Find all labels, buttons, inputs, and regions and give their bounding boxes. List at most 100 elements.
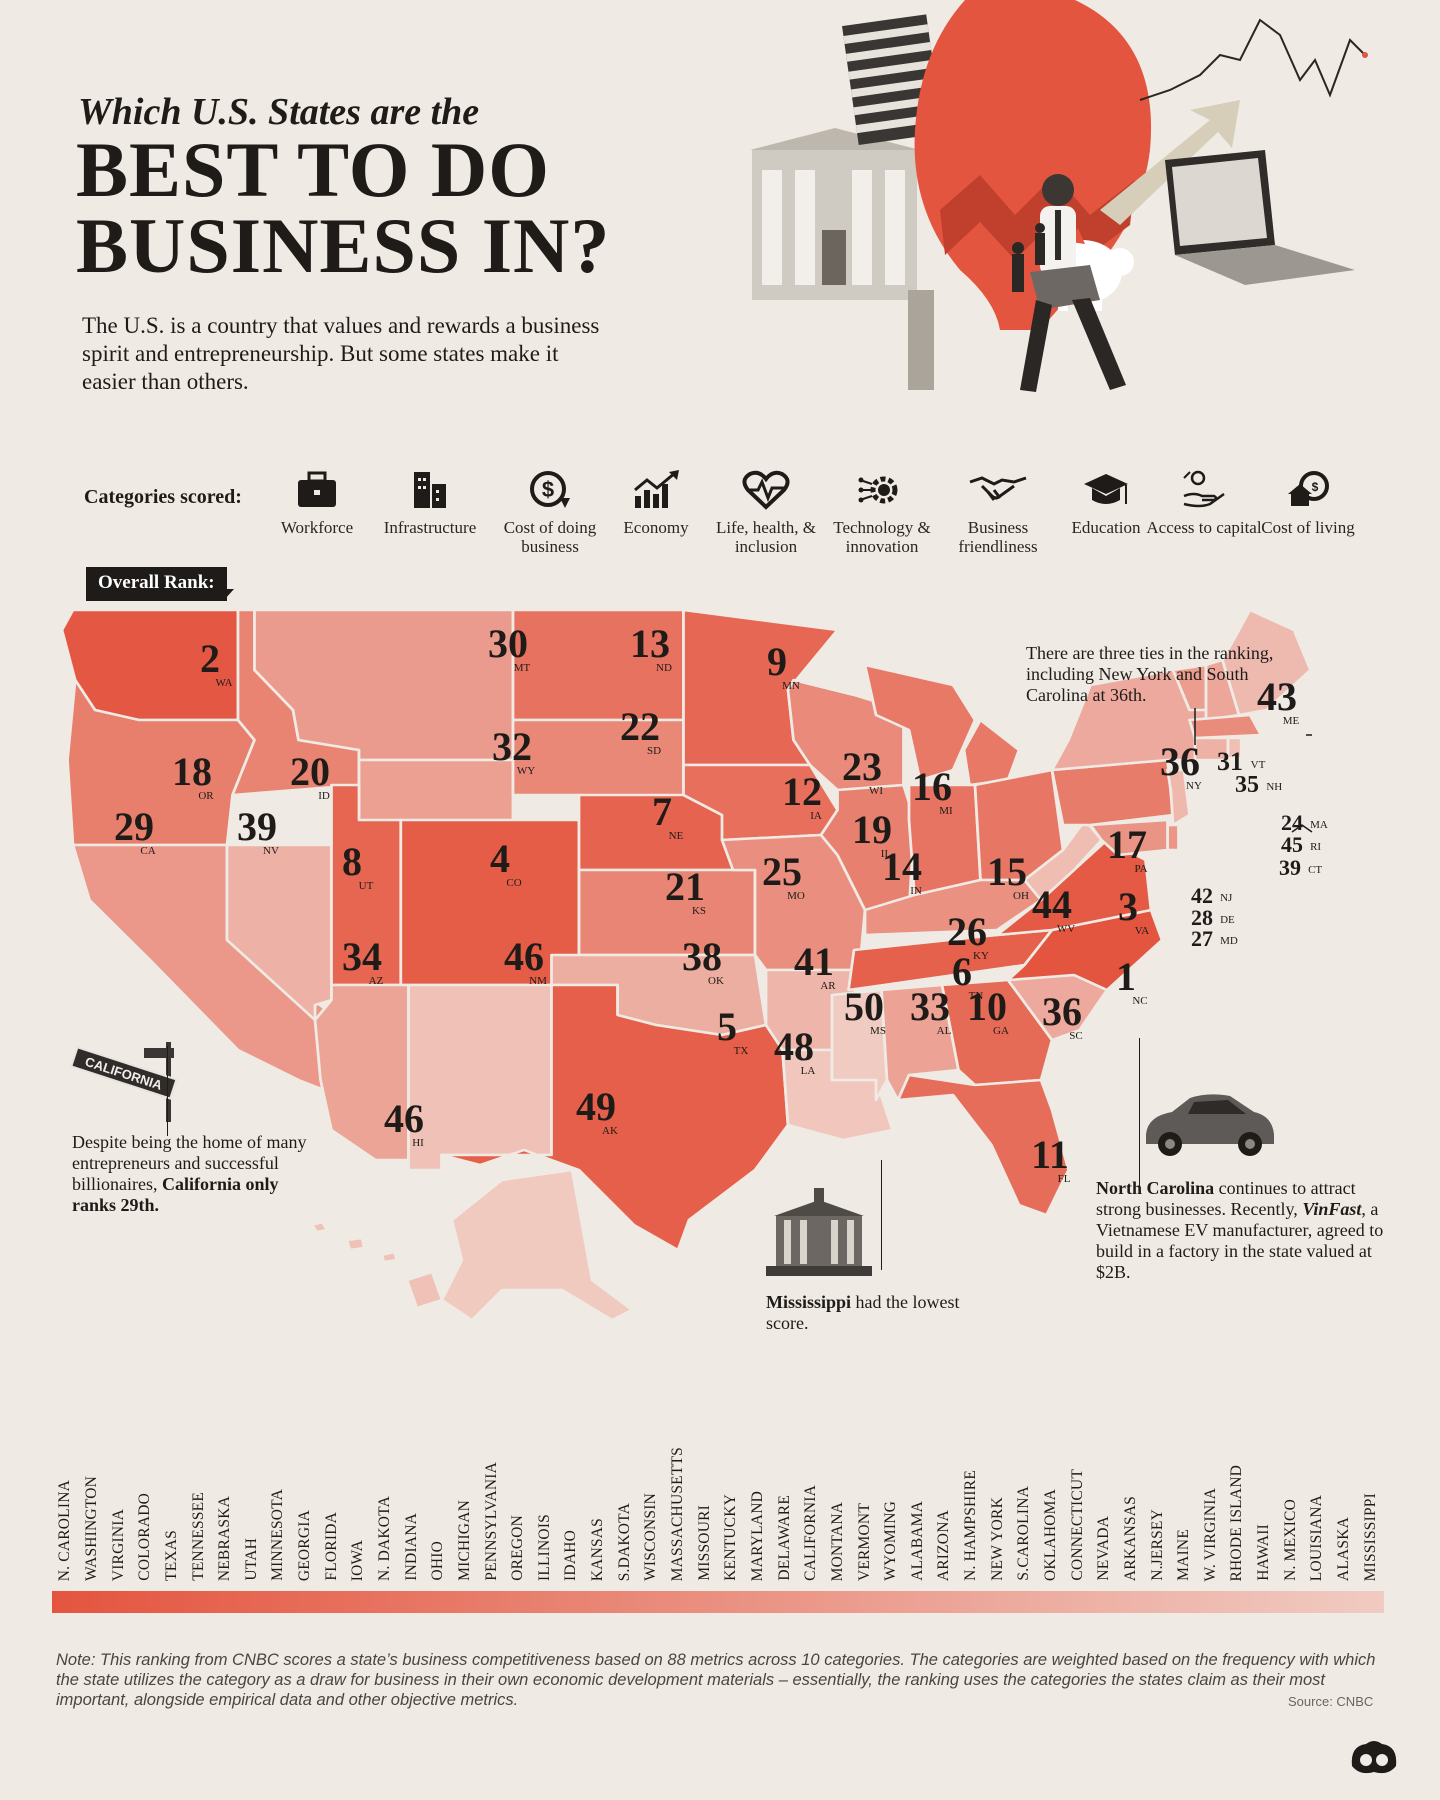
mississippi-annotation: Mississippi had the lowest score.	[766, 1292, 966, 1334]
ranking-list-item: GEORGIA	[296, 1509, 314, 1581]
graduation-cap-icon	[1084, 474, 1128, 504]
state-nm	[407, 983, 553, 1172]
state-de	[1166, 823, 1180, 852]
ranking-list-item: MONTANA	[828, 1501, 846, 1581]
nc-annotation-text-2: , a Vietnamese EV manufacturer, agreed t…	[1096, 1199, 1384, 1282]
california-annotation-bold: California only ranks 29th.	[72, 1174, 279, 1215]
state-abbr-ga: GA	[993, 1025, 1009, 1037]
state-abbr-de: DE	[1220, 914, 1235, 926]
ranking-list-item: HAWAII	[1255, 1524, 1273, 1581]
ranking-list-item: OKLAHOMA	[1042, 1488, 1059, 1581]
handshake-icon	[969, 476, 1027, 501]
state-abbr-wi: WI	[869, 785, 883, 797]
state-abbr-az: AZ	[369, 975, 384, 987]
ranking-list-item: CALIFORNIA	[802, 1485, 820, 1581]
rank-number-nm: 46	[504, 934, 544, 979]
state-abbr-tn: TN	[969, 990, 984, 1002]
rank-number-sd: 22	[620, 704, 660, 749]
state-abbr-vt: VT	[1251, 759, 1266, 771]
ranking-list-item: MISSISSIPPI	[1361, 1492, 1379, 1581]
rank-number-nh: 35	[1235, 772, 1259, 798]
rank-number-mt: 30	[488, 621, 528, 666]
category-technology-innovation: Technology & innovation	[824, 470, 940, 556]
ranking-list-item: MASSACHUSETTS	[669, 1446, 687, 1581]
ranking-list-item: N. MEXICO	[1281, 1499, 1299, 1581]
rank-number-ut: 8	[342, 839, 362, 884]
nc-callout-line	[1139, 1038, 1140, 1186]
ranking-list-item: TENNESSEE	[189, 1492, 207, 1581]
rank-number-nj: 42	[1191, 883, 1213, 908]
house-dollar-icon: $	[1288, 471, 1329, 506]
category-label: Education	[1071, 518, 1141, 537]
state-abbr-ne: NE	[669, 830, 684, 842]
state-abbr-ky: KY	[973, 950, 989, 962]
category-economy: Economy	[598, 470, 714, 537]
category-life-health-inclusion: Life, health, & inclusion	[708, 470, 824, 556]
state-abbr-nm: NM	[529, 975, 547, 987]
rank-number-co: 4	[490, 836, 510, 881]
ranking-list-item: OREGON	[509, 1515, 527, 1581]
rank-number-wa: 2	[200, 636, 220, 681]
rank-number-ri: 45	[1281, 832, 1303, 857]
ranking-list-item: VIRGINIA	[109, 1508, 127, 1581]
rank-number-ne: 7	[652, 789, 672, 834]
rank-number-ms: 50	[844, 984, 884, 1029]
overall-rank-label: Overall Rank:	[86, 567, 227, 601]
ranking-list-item: N.JERSEY	[1148, 1509, 1166, 1581]
rank-number-nv: 39	[237, 804, 277, 849]
california-callout-line	[167, 1046, 168, 1136]
category-business-friendliness: Business friendliness	[940, 470, 1056, 556]
state-abbr-va: VA	[1135, 925, 1150, 937]
rank-number-md: 27	[1191, 926, 1213, 951]
ranking-list-item: NEBRASKA	[216, 1495, 234, 1581]
overall-rank-pointer	[216, 589, 234, 599]
ranking-list-item: ARKANSAS	[1121, 1495, 1139, 1581]
category-label: Cost of doing business	[503, 518, 597, 556]
rank-number-la: 48	[774, 1024, 814, 1069]
rank-number-ks: 21	[665, 864, 705, 909]
state-abbr-ar: AR	[820, 980, 836, 992]
hero-collage-illustration	[750, 0, 1368, 392]
category-label: Life, health, & inclusion	[715, 518, 817, 556]
ranking-list: N. CAROLINA WASHINGTON VIRGINIA COLORADO TEX…	[52, 1425, 1384, 1595]
growth-chart-icon	[634, 470, 679, 508]
source-credit: Source: CNBC	[1288, 1694, 1374, 1709]
category-label: Economy	[623, 518, 689, 537]
rank-number-ca: 29	[114, 804, 154, 849]
rank-number-hi: 46	[384, 1096, 424, 1141]
california-annotation: Despite being the home of many entrepren…	[72, 1132, 312, 1216]
rank-number-or: 18	[172, 749, 212, 794]
california-street-sign-image: CALIFORNIA	[70, 1042, 178, 1122]
businessman-image	[1020, 174, 1126, 392]
state-abbr-la: LA	[801, 1065, 816, 1077]
walking-people-image	[1012, 223, 1045, 292]
briefcase-icon	[298, 471, 336, 507]
ranking-list-item: ARIZONA	[935, 1509, 953, 1581]
state-abbr-sd: SD	[647, 745, 661, 757]
heart-pulse-icon	[742, 470, 790, 510]
ranking-list-item: NEVADA	[1095, 1516, 1113, 1581]
footnote: Note: This ranking from CNBC scores a st…	[56, 1651, 1376, 1709]
page-title: BEST TO DO BUSINESS IN?	[76, 126, 611, 289]
rank-number-va: 3	[1118, 884, 1138, 929]
rank-number-az: 34	[342, 934, 382, 979]
state-abbr-nj: NJ	[1220, 892, 1233, 904]
state-abbr-pa: PA	[1134, 863, 1147, 875]
rank-gradient-bar	[52, 1591, 1384, 1613]
ranking-list-item: WYOMING	[882, 1501, 900, 1581]
state-abbr-ok: OK	[708, 975, 724, 987]
visual-capitalist-logo	[1351, 1741, 1397, 1774]
state-nj	[1166, 768, 1191, 827]
rank-number-id: 20	[290, 749, 330, 794]
state-abbr-ri: RI	[1310, 841, 1321, 853]
ranking-list-item: ALASKA	[1335, 1516, 1353, 1581]
categories-label: Categories scored:	[84, 486, 242, 508]
rank-number-ia: 12	[782, 769, 822, 814]
state-abbr-nd: ND	[656, 662, 672, 674]
rank-number-wv: 44	[1032, 882, 1072, 927]
category-cost-of-living: $ Cost of living	[1250, 470, 1366, 537]
ranking-list-item: WASHINGTON	[82, 1475, 100, 1581]
category-label: Cost of living	[1261, 518, 1355, 537]
north-carolina-annotation: North Carolina continues to attract stro…	[1096, 1178, 1396, 1283]
state-abbr-mi: MI	[939, 805, 953, 817]
